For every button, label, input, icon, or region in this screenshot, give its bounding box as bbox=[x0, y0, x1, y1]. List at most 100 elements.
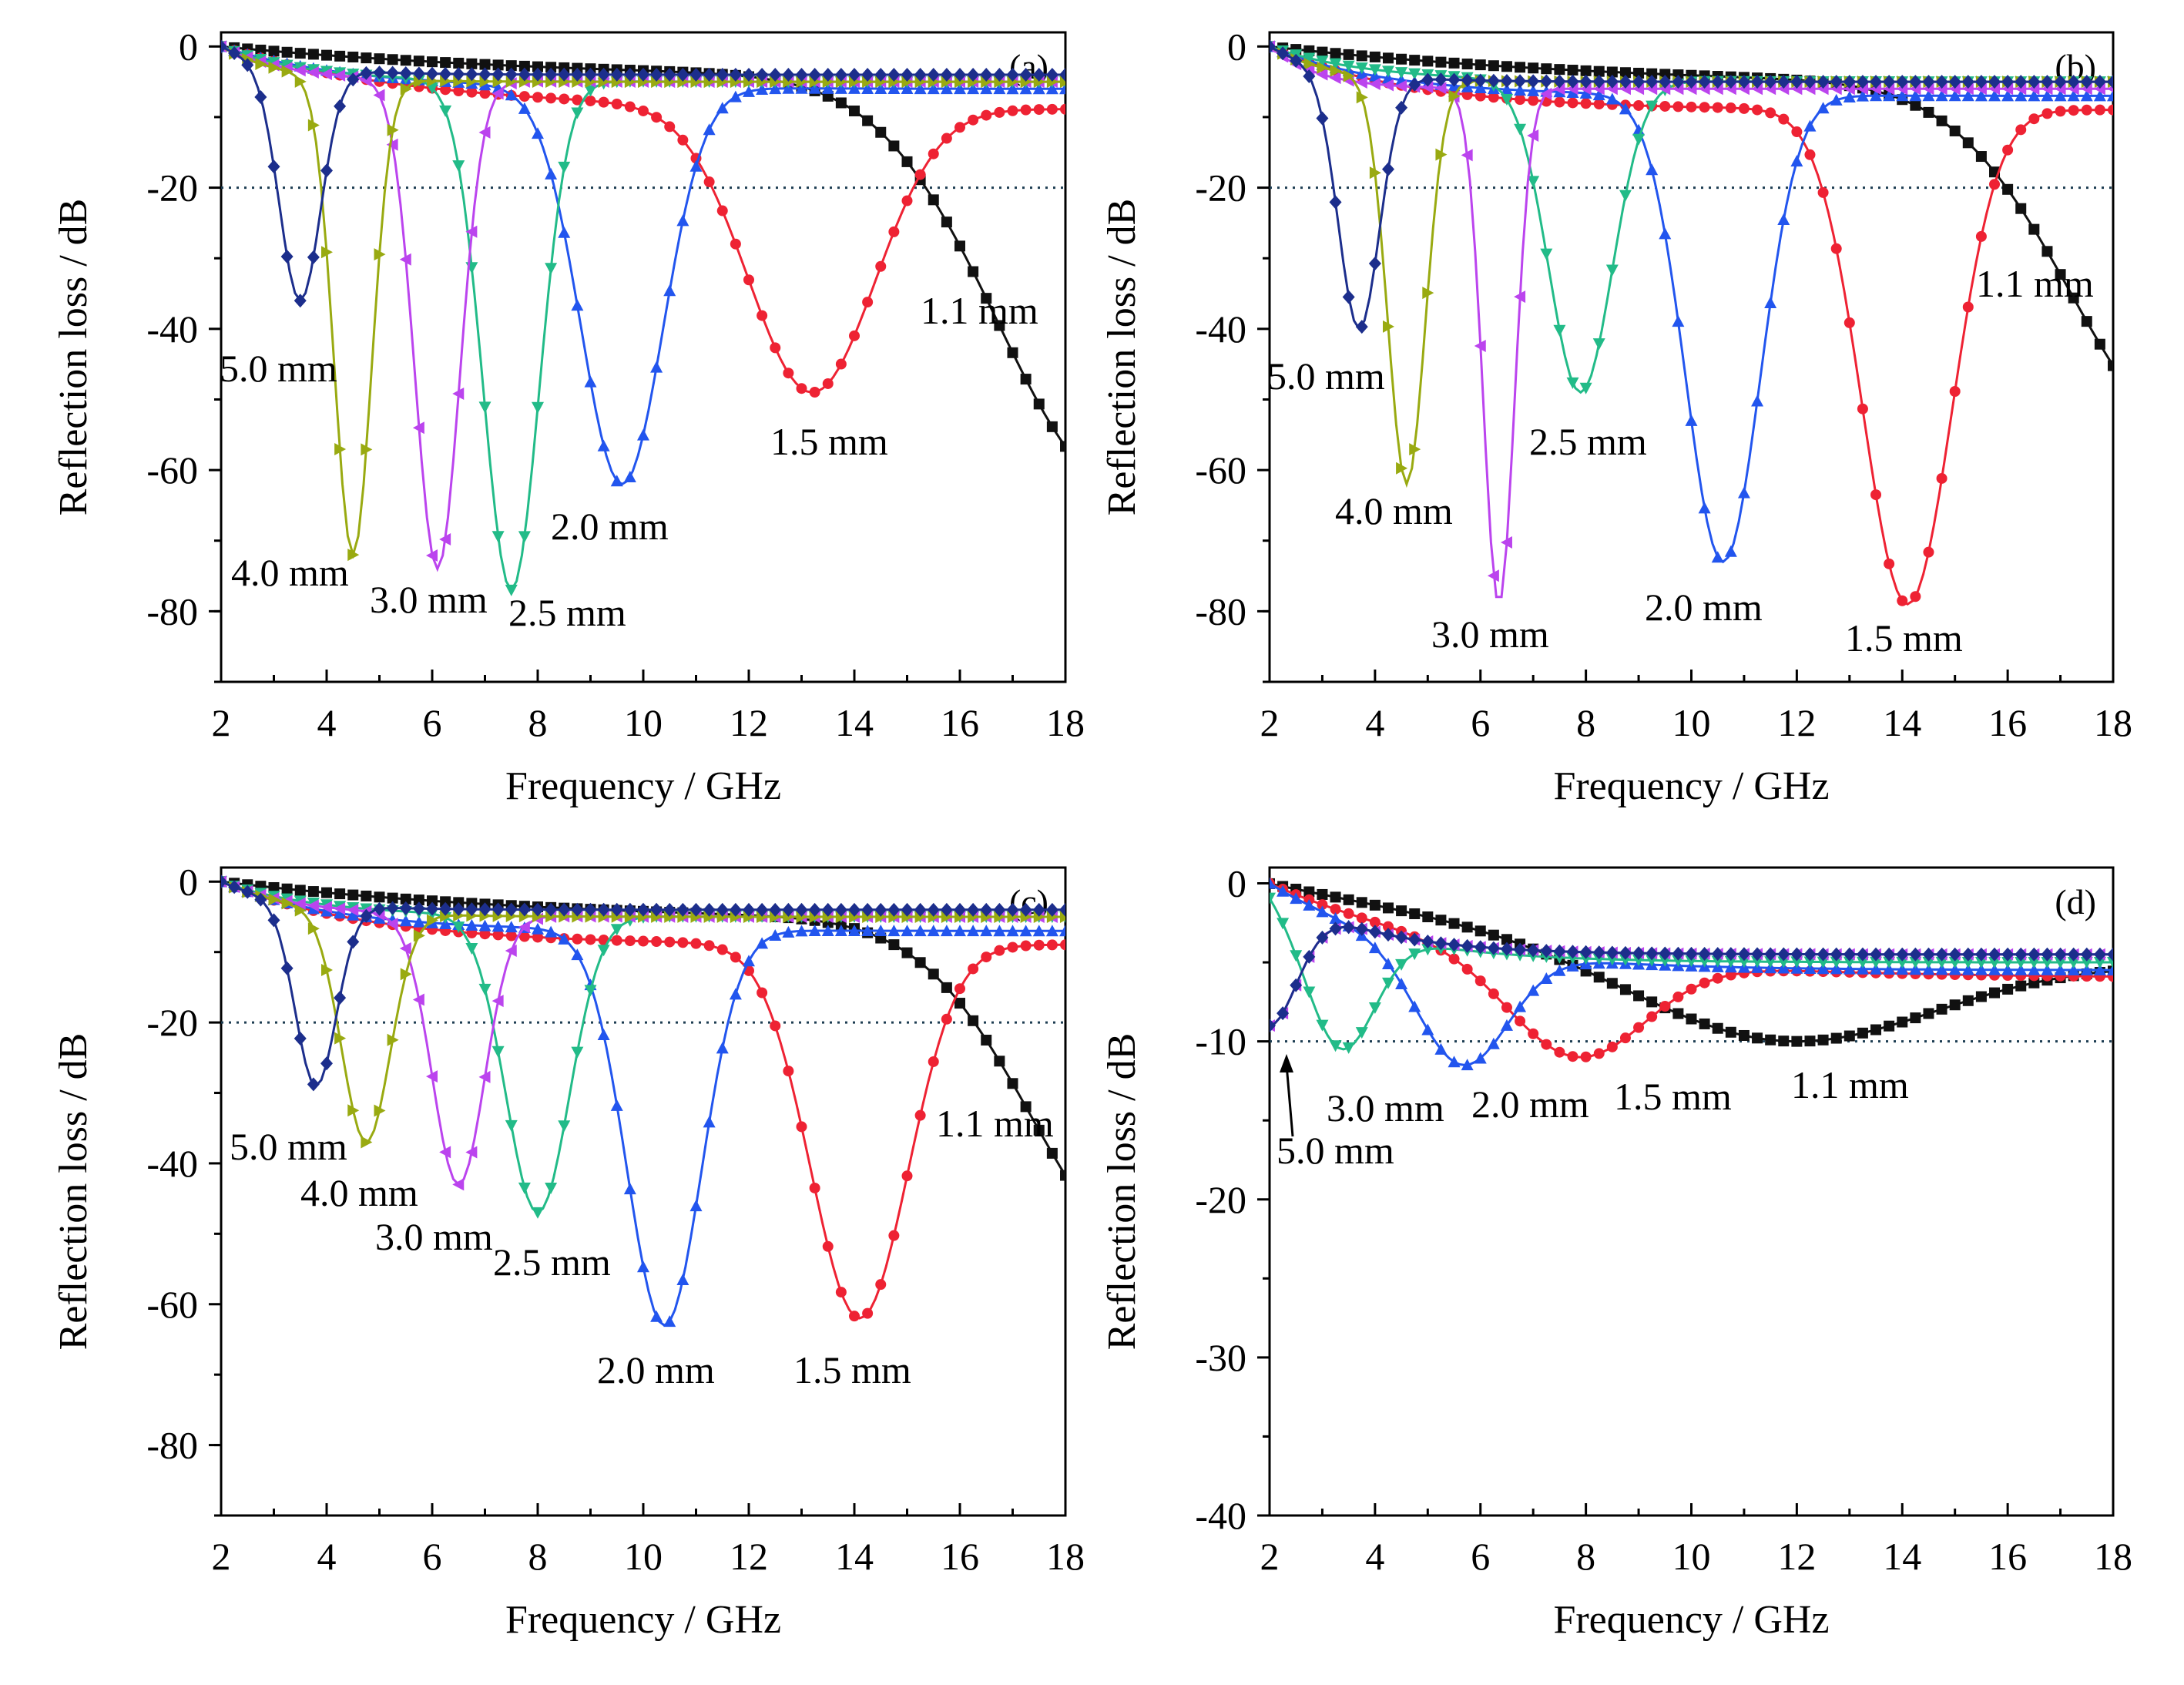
series-point-marker bbox=[716, 1042, 729, 1054]
series-point-marker bbox=[1646, 75, 1659, 89]
series-point-marker bbox=[347, 908, 360, 921]
series-point-marker bbox=[584, 85, 597, 97]
series-point-marker bbox=[2041, 75, 2054, 89]
series-point-marker bbox=[307, 922, 320, 935]
series-point-marker bbox=[941, 1013, 952, 1025]
series-point-marker bbox=[2055, 106, 2066, 117]
series-point-marker bbox=[478, 401, 491, 414]
series-point-marker bbox=[994, 320, 1005, 331]
series-point-marker bbox=[545, 902, 558, 917]
series-point-marker bbox=[2093, 957, 2106, 969]
series-point-marker bbox=[716, 902, 729, 917]
series-5-0-mm bbox=[221, 874, 1065, 1092]
series-point-marker bbox=[1579, 86, 1592, 99]
series-point-marker bbox=[505, 930, 517, 942]
x-tick-label: 14 bbox=[1883, 701, 1921, 744]
series-point-marker bbox=[1857, 403, 1868, 415]
series-point-marker bbox=[1329, 72, 1341, 85]
series-point-marker bbox=[1355, 320, 1368, 334]
series-point-marker bbox=[2093, 75, 2106, 89]
series-point-marker bbox=[1922, 947, 1935, 962]
series-point-marker bbox=[1421, 72, 1434, 87]
series-point-marker bbox=[1020, 1101, 1032, 1113]
series-point-marker bbox=[1303, 52, 1316, 65]
series-point-marker bbox=[901, 947, 913, 958]
series-point-marker bbox=[572, 933, 583, 945]
series-point-marker bbox=[2067, 89, 2080, 102]
series-point-marker bbox=[887, 82, 901, 95]
series-point-marker bbox=[453, 57, 465, 69]
series-point-marker bbox=[861, 902, 874, 917]
series-point-marker bbox=[1790, 947, 1803, 962]
series-point-marker bbox=[532, 92, 543, 103]
series-point-marker bbox=[1962, 301, 1974, 313]
series-point-marker bbox=[1356, 91, 1368, 104]
series-point-marker bbox=[1567, 97, 1578, 109]
series-point-marker bbox=[795, 925, 808, 937]
series-point-marker bbox=[862, 1307, 874, 1319]
series-point-marker bbox=[2002, 144, 2014, 156]
series-point-marker bbox=[849, 1311, 860, 1322]
series-point-marker bbox=[1897, 1016, 1908, 1028]
series-point-marker bbox=[1948, 956, 1961, 968]
y-tick-label: 0 bbox=[179, 25, 198, 68]
series-point-marker bbox=[558, 226, 571, 238]
series-point-marker bbox=[1593, 99, 1605, 110]
x-axis-label: Frequency / GHz bbox=[505, 764, 781, 808]
series-point-marker bbox=[1606, 66, 1618, 78]
series-point-marker bbox=[1461, 963, 1473, 975]
series-point-marker bbox=[1553, 82, 1565, 96]
series-point-marker bbox=[611, 99, 622, 110]
series-point-marker bbox=[1395, 67, 1408, 79]
series-point-marker bbox=[1396, 462, 1408, 475]
series-point-marker bbox=[1988, 75, 2001, 89]
series-point-marker bbox=[664, 936, 676, 948]
series-point-marker bbox=[1020, 104, 1032, 116]
series-point-marker bbox=[1923, 106, 1934, 118]
y-axis-label: Reflection loss / dB bbox=[1100, 1033, 1144, 1351]
y-tick-label: -20 bbox=[1195, 166, 1246, 210]
series-point-marker bbox=[1487, 1037, 1500, 1049]
series-point-marker bbox=[2068, 292, 2079, 304]
series-point-marker bbox=[294, 75, 307, 88]
series-point-marker bbox=[821, 82, 834, 94]
series-point-marker bbox=[1343, 49, 1354, 60]
curve-label: 2.5 mm bbox=[1529, 420, 1647, 463]
x-axis-label: Frequency / GHz bbox=[505, 1598, 781, 1642]
series-point-marker bbox=[1277, 884, 1290, 897]
series-point-marker bbox=[1435, 148, 1448, 161]
series-point-marker bbox=[1554, 1046, 1565, 1058]
series-point-marker bbox=[1514, 942, 1527, 957]
series-point-marker bbox=[439, 105, 452, 117]
series-point-marker bbox=[1316, 930, 1329, 945]
series-point-marker bbox=[1910, 591, 1921, 603]
series-point-marker bbox=[835, 358, 847, 370]
series-point-marker bbox=[1777, 213, 1790, 226]
series-point-marker bbox=[756, 83, 769, 96]
series-point-marker bbox=[1724, 545, 1737, 557]
series-point-marker bbox=[822, 378, 834, 389]
series-point-marker bbox=[1474, 339, 1486, 352]
series-point-marker bbox=[334, 69, 346, 82]
x-tick-label: 8 bbox=[1576, 1535, 1595, 1578]
series-point-marker bbox=[1632, 946, 1646, 961]
series-point-marker bbox=[1962, 995, 1974, 1006]
series-point-marker bbox=[1329, 58, 1342, 70]
series-point-marker bbox=[1791, 126, 1803, 138]
series-point-marker bbox=[954, 902, 966, 917]
x-tick-label: 12 bbox=[1777, 701, 1816, 744]
series-point-marker bbox=[1566, 82, 1578, 96]
series-point-marker bbox=[1046, 103, 1058, 115]
series-point-marker bbox=[1961, 956, 1974, 968]
series-point-marker bbox=[2068, 105, 2079, 116]
series-point-marker bbox=[1884, 1020, 1895, 1032]
series-point-marker bbox=[347, 52, 359, 63]
series-point-marker bbox=[1711, 947, 1724, 962]
series-point-marker bbox=[1961, 947, 1974, 962]
series-point-marker bbox=[1817, 956, 1830, 968]
series-point-marker bbox=[1791, 1036, 1803, 1047]
series-point-marker bbox=[545, 263, 558, 275]
series-point-marker bbox=[1317, 888, 1328, 900]
x-tick-label: 12 bbox=[730, 1535, 768, 1578]
x-tick-label: 4 bbox=[1365, 701, 1384, 744]
